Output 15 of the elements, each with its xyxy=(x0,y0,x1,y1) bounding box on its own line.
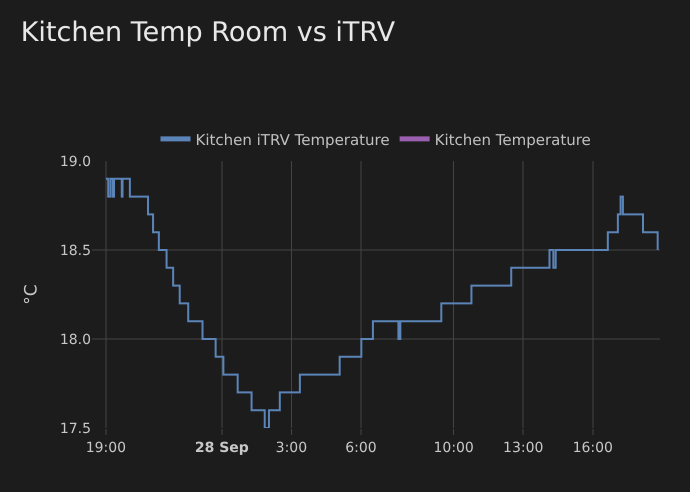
legend-label: Kitchen iTRV Temperature xyxy=(196,130,390,149)
legend-label: Kitchen Temperature xyxy=(434,130,591,149)
x-tick-label: 13:00 xyxy=(503,440,544,456)
x-tick-label: 28 Sep xyxy=(194,440,249,456)
x-tick-label: 3:00 xyxy=(276,440,308,456)
x-tick-label: 16:00 xyxy=(572,440,613,456)
y-tick-label: 19.0 xyxy=(60,154,91,170)
x-tick-label: 19:00 xyxy=(86,440,126,456)
x-tick-label: 10:00 xyxy=(433,440,474,456)
y-axis-title: °C xyxy=(21,284,42,305)
chart-title: Kitchen Temp Room vs iTRV xyxy=(20,17,396,48)
y-tick-label: 17.5 xyxy=(60,420,91,437)
x-tick-label: 6:00 xyxy=(345,440,377,456)
y-tick-label: 18.5 xyxy=(60,242,91,259)
y-tick-label: 18.0 xyxy=(60,332,91,348)
